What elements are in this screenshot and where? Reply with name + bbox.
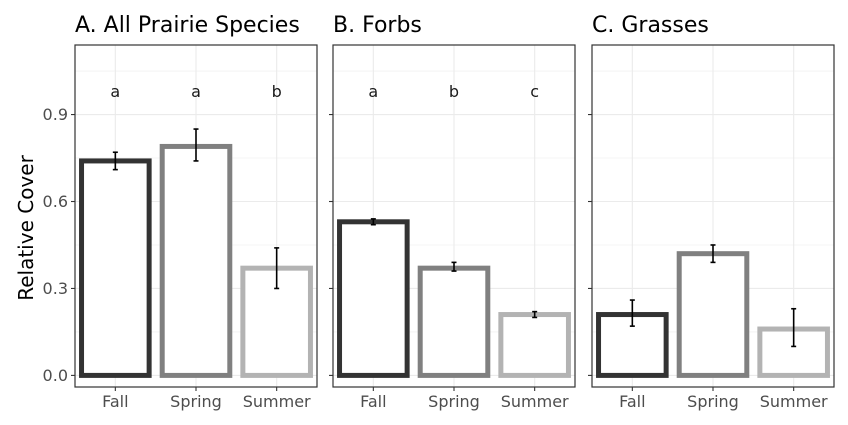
bar-spring <box>417 265 491 378</box>
bar-spring <box>676 251 750 378</box>
y-tick-label: 0.9 <box>43 105 68 124</box>
significance-letter: a <box>368 82 378 101</box>
significance-letter: c <box>530 82 539 101</box>
x-tick-label: Fall <box>619 392 645 411</box>
x-tick-label: Spring <box>687 392 739 411</box>
bar-fall <box>337 219 410 378</box>
x-tick-label: Fall <box>360 392 386 411</box>
panel-title: C. Grasses <box>592 13 709 38</box>
bar-summer <box>498 312 571 378</box>
y-axis-title: Relative Cover <box>14 154 38 300</box>
x-tick-label: Spring <box>170 392 222 411</box>
panel-title: A. All Prairie Species <box>75 13 300 38</box>
x-tick-label: Summer <box>760 392 828 411</box>
significance-letter: b <box>272 82 282 101</box>
panel-title: B. Forbs <box>333 13 422 38</box>
y-tick-label: 0.6 <box>43 192 68 211</box>
x-tick-label: Summer <box>501 392 569 411</box>
x-tick-label: Summer <box>243 392 311 411</box>
significance-letter: b <box>449 82 459 101</box>
bar-summer <box>757 326 830 378</box>
x-tick-label: Spring <box>428 392 480 411</box>
y-tick-label: 0.0 <box>43 366 68 385</box>
bar-spring <box>159 143 233 378</box>
y-tick-label: 0.3 <box>43 279 68 298</box>
significance-letter: a <box>110 82 120 101</box>
significance-letter: a <box>191 82 201 101</box>
x-tick-label: Fall <box>102 392 128 411</box>
bar-fall <box>79 158 152 378</box>
